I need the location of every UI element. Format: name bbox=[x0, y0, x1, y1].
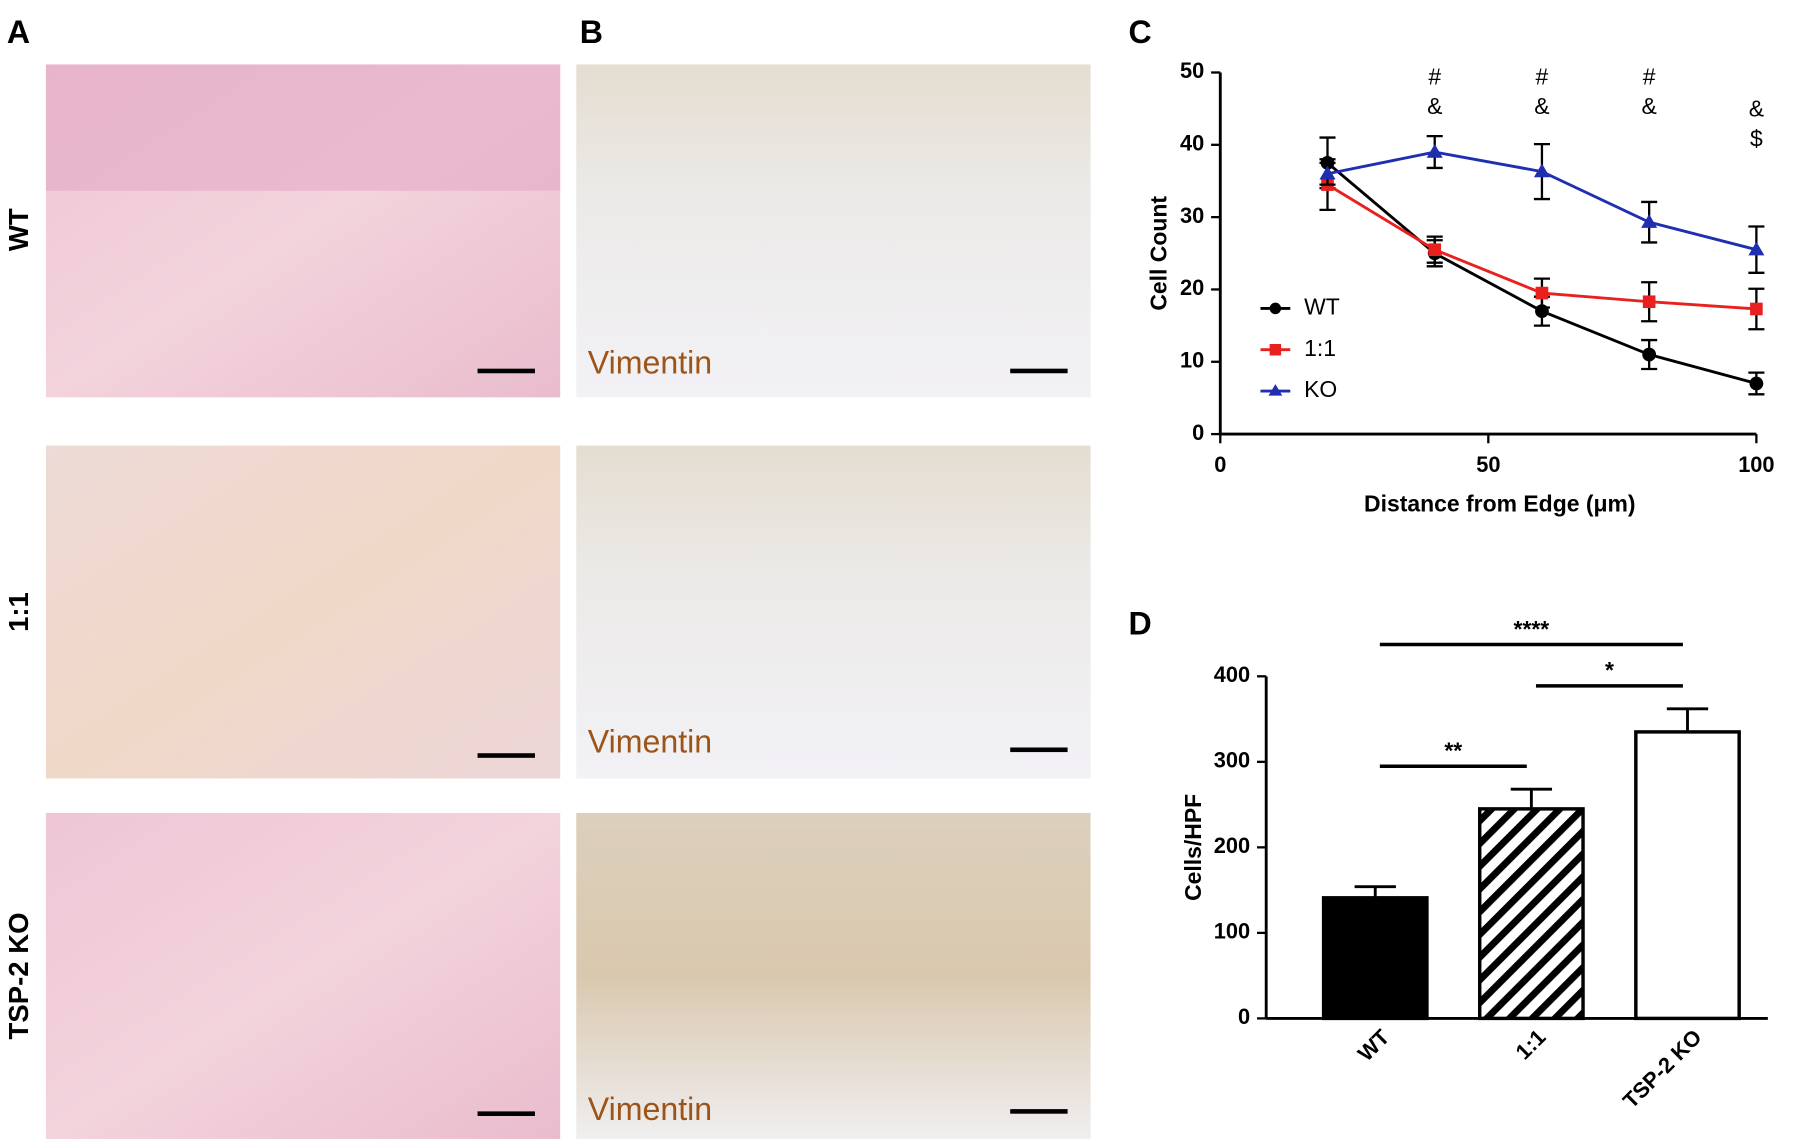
panel-label: C bbox=[1128, 14, 1151, 50]
marker bbox=[1426, 144, 1443, 158]
legend-label: KO bbox=[1304, 376, 1337, 402]
x-tick-label: 0 bbox=[1214, 452, 1226, 477]
micrograph bbox=[45, 445, 561, 779]
bar bbox=[1634, 730, 1741, 1021]
marker bbox=[1750, 302, 1763, 316]
legend-label: WT bbox=[1304, 293, 1340, 319]
y-axis-label: Cells/HPF bbox=[1180, 794, 1206, 901]
legend-marker bbox=[1269, 343, 1282, 356]
y-tick-label: 400 bbox=[1214, 662, 1250, 687]
scale-bar bbox=[1010, 1109, 1068, 1114]
annotation: & bbox=[1642, 93, 1657, 119]
scale-bar bbox=[1010, 747, 1068, 753]
significance-label: ** bbox=[1444, 738, 1462, 764]
x-axis-label: Distance from Edge (μm) bbox=[1364, 490, 1636, 516]
annotation: # bbox=[1643, 63, 1656, 89]
micrograph bbox=[576, 445, 1091, 779]
bar bbox=[1477, 807, 1585, 1021]
annotation: & bbox=[1534, 93, 1549, 119]
marker bbox=[1319, 165, 1336, 180]
legend-marker bbox=[1268, 384, 1283, 396]
y-tick-label: 50 bbox=[1180, 58, 1204, 83]
stain-label: Vimentin bbox=[588, 345, 712, 381]
y-tick-label: 10 bbox=[1180, 348, 1204, 373]
x-tick-label: 100 bbox=[1738, 452, 1774, 477]
error-bar bbox=[1666, 707, 1709, 732]
y-axis-label: Cell Count bbox=[1146, 196, 1172, 311]
x-tick-label: 50 bbox=[1476, 452, 1500, 477]
marker bbox=[1535, 286, 1549, 300]
micrograph-layer bbox=[45, 64, 561, 191]
panel-label: B bbox=[580, 14, 603, 50]
error-bar bbox=[1510, 787, 1553, 809]
marker bbox=[1428, 243, 1442, 256]
scale-bars bbox=[477, 368, 1068, 1116]
row-label: 1:1 bbox=[3, 592, 34, 632]
stain-label: Vimentin bbox=[588, 1091, 712, 1127]
marker bbox=[1641, 214, 1658, 228]
legend-marker bbox=[1269, 302, 1282, 315]
bar bbox=[1321, 896, 1429, 1021]
annotation: & bbox=[1427, 93, 1442, 119]
marker bbox=[1533, 163, 1550, 178]
y-tick-label: 300 bbox=[1214, 748, 1250, 773]
scale-bar bbox=[477, 753, 535, 758]
significance-label: * bbox=[1605, 657, 1614, 683]
panel-label: D bbox=[1128, 605, 1151, 641]
marker bbox=[1749, 376, 1764, 391]
legend-label: 1:1 bbox=[1304, 335, 1336, 361]
marker bbox=[1642, 347, 1657, 362]
annotation: $ bbox=[1750, 125, 1763, 151]
scale-bar bbox=[477, 368, 535, 374]
micrographs bbox=[45, 64, 1091, 1139]
x-tick-label: 1:1 bbox=[1511, 1024, 1551, 1064]
annotation: # bbox=[1428, 63, 1441, 89]
scale-bar bbox=[1010, 368, 1068, 374]
micrograph bbox=[45, 812, 561, 1139]
y-tick-label: 0 bbox=[1192, 420, 1204, 445]
y-tick-label: 200 bbox=[1214, 833, 1250, 858]
y-tick-label: 40 bbox=[1180, 131, 1204, 156]
micrograph bbox=[576, 812, 1091, 1139]
row-label: TSP-2 KO bbox=[3, 912, 34, 1039]
error-bar bbox=[1354, 885, 1396, 898]
row-label: WT bbox=[3, 208, 34, 251]
panel-label: A bbox=[7, 14, 30, 50]
significance-label: **** bbox=[1514, 616, 1550, 642]
marker bbox=[1642, 295, 1656, 309]
y-tick-label: 20 bbox=[1180, 275, 1204, 300]
y-tick-label: 100 bbox=[1214, 919, 1250, 944]
stain-label: Vimentin bbox=[588, 724, 712, 760]
annotation: # bbox=[1536, 63, 1549, 89]
scale-bar bbox=[477, 1111, 535, 1116]
annotation: & bbox=[1749, 95, 1764, 121]
y-tick-label: 30 bbox=[1180, 203, 1204, 228]
micrograph bbox=[576, 64, 1091, 398]
y-tick-label: 0 bbox=[1238, 1004, 1250, 1029]
marker bbox=[1748, 241, 1765, 256]
x-tick-label: WT bbox=[1353, 1024, 1395, 1066]
x-tick-label: TSP-2 KO bbox=[1618, 1024, 1707, 1113]
